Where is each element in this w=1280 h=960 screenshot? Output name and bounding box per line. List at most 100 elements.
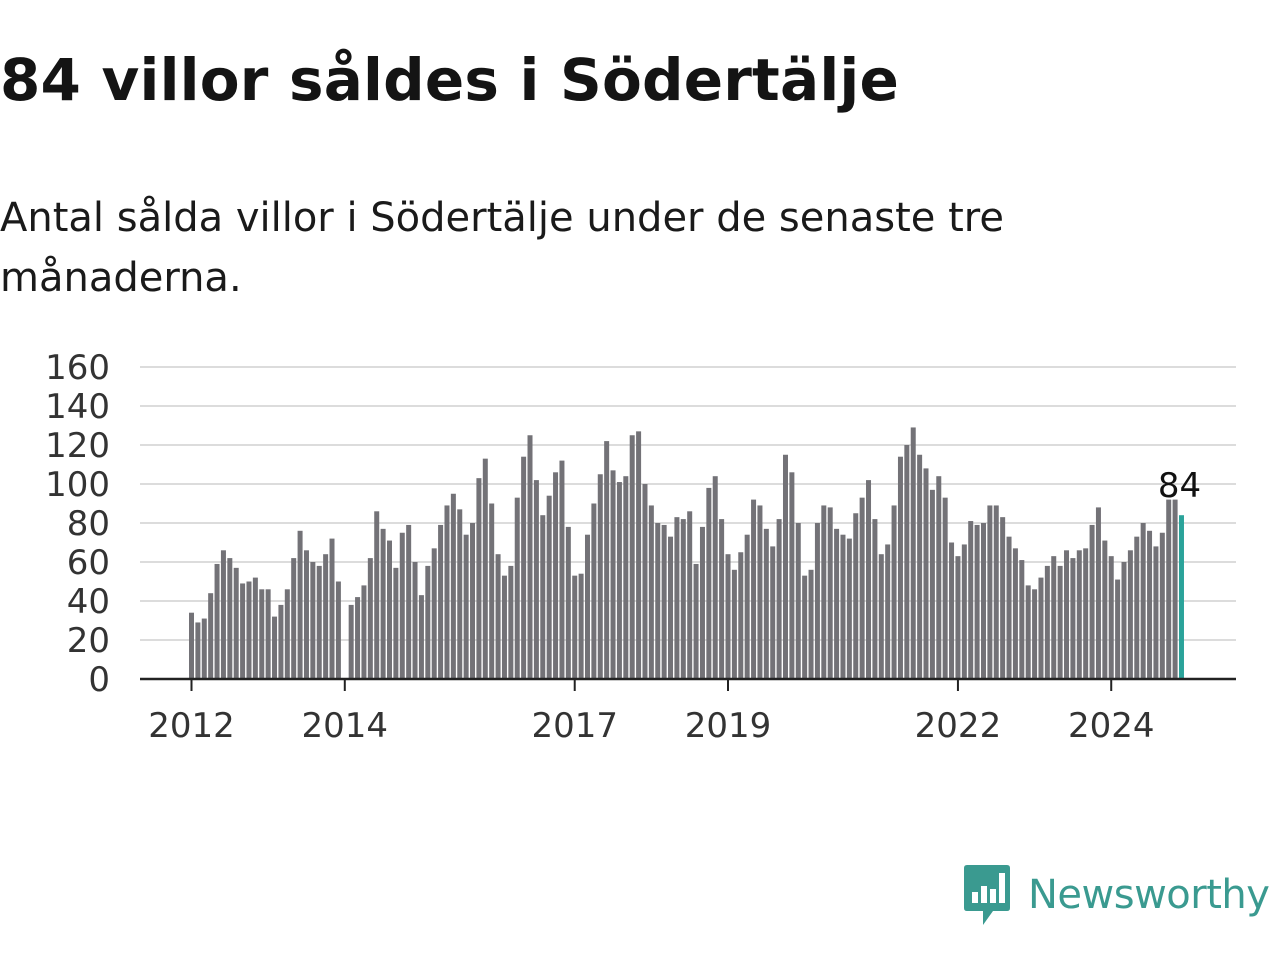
brand-logo: Newsworthy <box>962 864 1270 926</box>
bar <box>802 575 808 679</box>
bar <box>757 505 763 679</box>
bar <box>910 427 916 679</box>
bar <box>738 552 744 679</box>
bar <box>1108 556 1114 679</box>
bar <box>604 441 610 679</box>
bar <box>387 540 392 679</box>
bar <box>1064 550 1070 679</box>
bar <box>821 505 827 679</box>
bar <box>878 554 884 679</box>
bar <box>961 544 967 679</box>
bar <box>1140 523 1146 679</box>
bar <box>1102 540 1108 679</box>
bar <box>655 523 661 679</box>
bar <box>431 548 437 679</box>
bar <box>259 589 265 679</box>
bar <box>265 589 271 679</box>
bar <box>406 524 412 679</box>
bar <box>1089 524 1095 679</box>
bar <box>1019 560 1025 679</box>
x-tick-label: 2022 <box>915 706 1002 746</box>
bar <box>699 526 705 679</box>
bar <box>1032 589 1038 679</box>
bar <box>367 558 373 679</box>
bar <box>316 565 322 679</box>
brand-name: Newsworthy <box>1028 872 1270 918</box>
bar <box>189 612 194 679</box>
bar <box>859 497 865 679</box>
bar <box>712 476 718 679</box>
highlight-value-label: 84 <box>1158 466 1201 506</box>
bar <box>1095 507 1101 679</box>
bar <box>527 435 533 679</box>
bar <box>1025 585 1031 679</box>
bar <box>457 509 463 679</box>
bar <box>1147 530 1153 679</box>
bar <box>648 505 654 679</box>
bar <box>1172 499 1178 679</box>
bar <box>629 435 635 679</box>
bar <box>949 542 955 679</box>
chart-bars <box>189 427 1184 679</box>
bar <box>393 567 399 679</box>
bar <box>521 456 527 679</box>
bar <box>719 519 725 679</box>
bar <box>584 534 590 679</box>
bar <box>795 523 801 679</box>
bar <box>578 573 584 679</box>
bar <box>240 583 246 679</box>
bar <box>591 503 597 679</box>
y-tick-label: 20 <box>67 621 110 661</box>
bar <box>425 565 431 679</box>
bar <box>1083 548 1089 679</box>
bar <box>463 534 469 679</box>
bar <box>572 575 578 679</box>
bar <box>476 478 482 679</box>
bar <box>1115 579 1121 679</box>
bar <box>380 528 386 679</box>
bar <box>514 497 520 679</box>
bar <box>725 554 731 679</box>
bar <box>297 530 303 679</box>
bar <box>450 493 456 679</box>
bar <box>335 581 341 679</box>
bar <box>968 521 974 679</box>
newsworthy-logo-icon <box>964 865 1010 925</box>
bar <box>668 536 674 679</box>
y-tick-label: 0 <box>88 660 110 700</box>
bar <box>195 622 201 679</box>
x-tick-label: 2024 <box>1068 706 1155 746</box>
bar <box>470 523 476 679</box>
bar <box>361 585 367 679</box>
bar <box>610 470 616 679</box>
page-title: 84 villor såldes i Södertälje <box>0 46 900 114</box>
bar <box>546 495 552 679</box>
bar <box>1000 517 1006 679</box>
bar <box>1166 499 1172 679</box>
y-tick-label: 60 <box>67 543 110 583</box>
bar <box>942 497 948 679</box>
bar <box>661 524 667 679</box>
bar <box>814 523 820 679</box>
bar <box>374 511 380 679</box>
bar <box>1121 562 1127 679</box>
bar <box>418 595 424 679</box>
bar <box>846 538 852 679</box>
bar <box>1012 548 1018 679</box>
bar <box>553 472 559 679</box>
bar <box>929 489 935 679</box>
y-tick-label: 160 <box>45 348 110 388</box>
bar <box>1057 565 1063 679</box>
x-tick-label: 2019 <box>685 706 772 746</box>
bar <box>987 505 993 679</box>
bar <box>1159 532 1165 679</box>
bar <box>827 507 833 679</box>
bar <box>674 517 680 679</box>
bar <box>904 445 910 679</box>
bar <box>782 454 788 679</box>
bar <box>872 519 878 679</box>
x-axis: 2012 2014 2017 2019 2022 2024 <box>140 677 1236 746</box>
bar <box>1076 550 1082 679</box>
bar <box>1134 536 1140 679</box>
